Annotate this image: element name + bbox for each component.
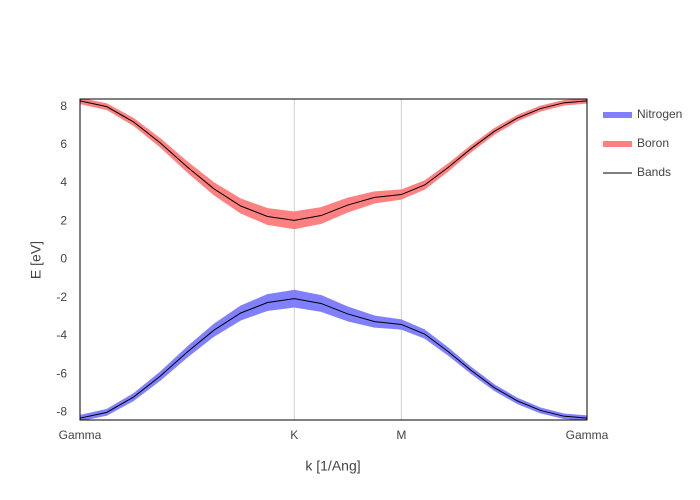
y-axis-title: E [eV] xyxy=(28,241,44,279)
fat-band-segment xyxy=(347,306,375,328)
y-tick-label: 0 xyxy=(60,252,67,266)
band-line xyxy=(80,100,587,221)
grid xyxy=(79,99,588,420)
plot-frame xyxy=(79,98,588,421)
y-tick-label: -8 xyxy=(56,405,67,419)
x-axis-title: k [1/Ang] xyxy=(305,458,360,474)
legend-label: Boron xyxy=(637,136,669,150)
plot-area xyxy=(80,99,587,420)
legend: Nitrogen Boron Bands xyxy=(603,107,682,179)
y-tick-label: 2 xyxy=(60,213,67,227)
y-tick-label: 4 xyxy=(60,175,67,189)
legend-label: Nitrogen xyxy=(637,107,682,121)
y-tick-label: -6 xyxy=(56,366,67,380)
y-tick-label: -4 xyxy=(56,328,67,342)
fat-band-segment xyxy=(347,191,375,213)
x-tick-label: K xyxy=(290,428,298,442)
y-tick-label: 8 xyxy=(60,99,67,113)
y-tick-label: -2 xyxy=(56,290,67,304)
axes: -8 -6 -4 -2 0 2 4 6 8 Gamma K M Gamma xyxy=(56,99,608,442)
x-tick-label: M xyxy=(396,428,406,442)
x-tick-label: Gamma xyxy=(59,428,102,442)
y-tick-label: 6 xyxy=(60,137,67,151)
x-tick-label: Gamma xyxy=(566,428,609,442)
band-line xyxy=(80,298,587,419)
legend-label: Bands xyxy=(637,165,671,179)
